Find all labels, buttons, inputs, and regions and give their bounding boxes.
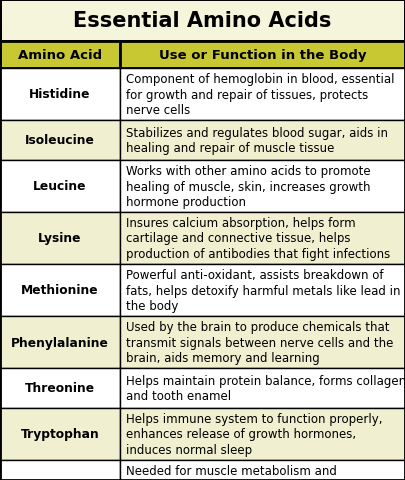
Text: Amino Acid: Amino Acid (18, 49, 102, 62)
Text: Needed for muscle metabolism and
coordination, used as an energy source in
muscl: Needed for muscle metabolism and coordin… (126, 464, 374, 480)
Text: Powerful anti-oxidant, assists breakdown of
fats, helps detoxify harmful metals : Powerful anti-oxidant, assists breakdown… (126, 268, 401, 312)
Bar (120, 69, 405, 121)
Text: Tryptophan: Tryptophan (21, 428, 99, 441)
Text: Histidine: Histidine (29, 88, 91, 101)
Text: Stabilizes and regulates blood sugar, aids in
healing and repair of muscle tissu: Stabilizes and regulates blood sugar, ai… (126, 127, 388, 155)
Text: Used by the brain to produce chemicals that
transmit signals between nerve cells: Used by the brain to produce chemicals t… (126, 320, 393, 364)
Text: Works with other amino acids to promote
healing of muscle, skin, increases growt: Works with other amino acids to promote … (126, 165, 371, 209)
Bar (120, 213, 405, 264)
Bar (0, 408, 120, 460)
Bar (0, 42, 120, 69)
Bar (0, 316, 120, 368)
Bar (120, 121, 405, 161)
Bar (0, 213, 120, 264)
Text: Threonine: Threonine (25, 382, 95, 395)
Text: Essential Amino Acids: Essential Amino Acids (73, 11, 332, 31)
Bar (120, 408, 405, 460)
Bar (120, 42, 405, 69)
Bar (0, 121, 120, 161)
Text: Phenylalanine: Phenylalanine (11, 336, 109, 349)
Text: Lysine: Lysine (38, 232, 82, 245)
Text: Helps immune system to function properly,
enhances release of growth hormones,
i: Helps immune system to function properly… (126, 412, 382, 456)
Bar (120, 368, 405, 408)
Bar (0, 69, 120, 121)
Text: Insures calcium absorption, helps form
cartilage and connective tissue, helps
pr: Insures calcium absorption, helps form c… (126, 216, 390, 261)
Bar (0, 460, 120, 480)
Bar (120, 460, 405, 480)
Text: Component of hemoglobin in blood, essential
for growth and repair of tissues, pr: Component of hemoglobin in blood, essent… (126, 73, 394, 117)
Text: Leucine: Leucine (33, 180, 87, 193)
Bar (0, 264, 120, 316)
Text: Isoleucine: Isoleucine (25, 134, 95, 147)
Text: Helps maintain protein balance, forms collagen
and tooth enamel: Helps maintain protein balance, forms co… (126, 374, 405, 402)
Bar (120, 316, 405, 368)
Bar (120, 264, 405, 316)
Bar (120, 161, 405, 213)
Bar (0, 368, 120, 408)
Bar (0, 161, 120, 213)
Bar (0, 0, 405, 42)
Text: Use or Function in the Body: Use or Function in the Body (159, 49, 366, 62)
Text: Methionine: Methionine (21, 284, 99, 297)
